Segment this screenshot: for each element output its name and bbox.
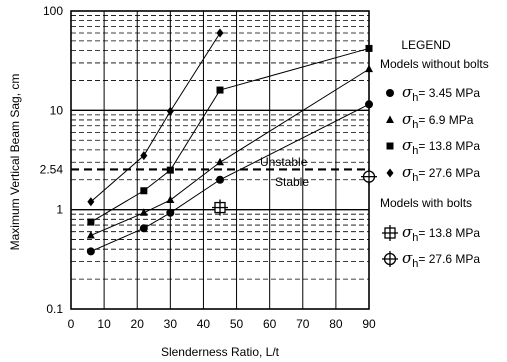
data-point-diamond (140, 151, 148, 161)
legend-entry: σh= 3.45 MPa (386, 83, 480, 104)
data-point-circle (216, 175, 224, 184)
x-tick-label: 0 (68, 317, 75, 331)
legend-equals: = (418, 166, 428, 180)
legend-entry-label: σh= 6.9 MPa (402, 110, 474, 131)
y-tick-label: 10 (50, 103, 64, 117)
legend-sub: h (412, 92, 418, 104)
legend: LEGEND Models without bolts Models with … (380, 38, 489, 270)
annotation-stable: Stable (275, 175, 309, 189)
legend-equals: = (418, 252, 428, 266)
x-tick-label: 50 (230, 317, 244, 331)
legend-sigma: σ (402, 136, 413, 154)
data-point-triangle (216, 157, 224, 166)
data-point-triangle (86, 230, 95, 239)
data-point-circle (386, 89, 394, 97)
annotation-unstable: Unstable (260, 155, 308, 169)
series-line-diamond (90, 32, 221, 203)
legend-sub: h (412, 258, 418, 270)
legend-sub: h (412, 119, 418, 131)
grid (71, 11, 369, 309)
legend-sigma: σ (402, 110, 413, 128)
legend-value: 3.45 MPa (429, 86, 481, 100)
data-point-square (87, 218, 95, 226)
series-line-triangle (90, 68, 370, 236)
legend-value: 13.8 MPa (429, 139, 481, 153)
legend-equals: = (418, 113, 428, 127)
legend-sigma: σ (402, 163, 413, 181)
y-tick-label: 2.54 (40, 162, 64, 176)
legend-entry: σh= 13.8 MPa (382, 223, 480, 244)
legend-equals: = (418, 139, 428, 153)
x-tick-label: 40 (197, 317, 211, 331)
data-point-triangle (166, 195, 175, 204)
series-markers (86, 28, 377, 256)
data-point-circle (139, 224, 148, 233)
data-point-triangle (139, 208, 148, 216)
data-point-diamond (166, 106, 174, 116)
legend-entry: σh= 27.6 MPa (386, 163, 480, 184)
data-point-square (216, 86, 224, 94)
legend-group-without-bolts: Models without bolts (380, 57, 489, 71)
legend-sub: h (412, 232, 418, 244)
x-tick-label: 70 (296, 317, 310, 331)
legend-value: 27.6 MPa (429, 252, 481, 266)
legend-sub: h (412, 145, 418, 157)
data-point-square (140, 187, 148, 195)
x-tick-label: 80 (329, 317, 343, 331)
legend-sub: h (412, 172, 418, 184)
data-point-diamond (87, 197, 95, 207)
data-point-circle-cross (361, 168, 377, 185)
legend-value: 27.6 MPa (429, 166, 481, 180)
y-axis-title: Maximum Vertical Beam Sag, cm (8, 74, 22, 251)
data-point-triangle (386, 115, 394, 123)
plot-frame (70, 10, 370, 310)
data-point-diamond (386, 168, 394, 178)
legend-group-with-bolts: Models with bolts (380, 196, 472, 210)
series-line-square (90, 47, 370, 223)
legend-equals: = (418, 86, 428, 100)
y-tick-label: 0.1 (46, 302, 63, 316)
legend-title: LEGEND (401, 38, 451, 52)
legend-value: 6.9 MPa (429, 113, 474, 127)
legend-entry-label: σh= 13.8 MPa (402, 223, 480, 244)
x-tick-label: 90 (362, 317, 376, 331)
legend-entry-label: σh= 13.8 MPa (402, 136, 480, 157)
legend-entry: σh= 27.6 MPa (382, 249, 480, 270)
data-point-square-cross (382, 225, 398, 241)
legend-value: 13.8 MPa (429, 226, 481, 240)
legend-entry-label: σh= 3.45 MPa (402, 83, 480, 104)
data-point-square (386, 142, 394, 150)
data-point-circle (166, 208, 175, 217)
legend-sigma: σ (402, 249, 413, 267)
y-tick-label: 100 (43, 4, 63, 18)
data-point-square-cross (212, 199, 228, 216)
data-point-square (365, 44, 373, 52)
data-point-circle-cross (382, 251, 398, 267)
x-tick-label: 30 (164, 317, 178, 331)
legend-sigma: σ (402, 223, 413, 241)
data-point-circle (86, 247, 95, 256)
data-point-circle (365, 100, 373, 109)
data-point-square (166, 166, 174, 174)
legend-entry: σh= 13.8 MPa (386, 136, 480, 157)
legend-entry: σh= 6.9 MPa (386, 110, 474, 131)
series-lines (90, 32, 370, 252)
data-point-triangle (365, 64, 373, 73)
legend-entry-label: σh= 27.6 MPa (402, 163, 480, 184)
legend-equals: = (418, 226, 428, 240)
legend-entry-label: σh= 27.6 MPa (402, 249, 480, 270)
x-tick-label: 60 (263, 317, 277, 331)
x-axis-title: Slenderness Ratio, L/t (161, 345, 280, 359)
data-point-diamond (216, 28, 224, 38)
series-line-circle (90, 103, 370, 252)
legend-sigma: σ (402, 83, 413, 101)
x-tick-label: 10 (97, 317, 111, 331)
x-tick-label: 20 (131, 317, 145, 331)
axis-ticks: 0 10 20 30 40 50 60 70 80 90 0.1 1 2.54 10 100 (40, 4, 376, 331)
y-tick-label: 1 (56, 203, 63, 217)
